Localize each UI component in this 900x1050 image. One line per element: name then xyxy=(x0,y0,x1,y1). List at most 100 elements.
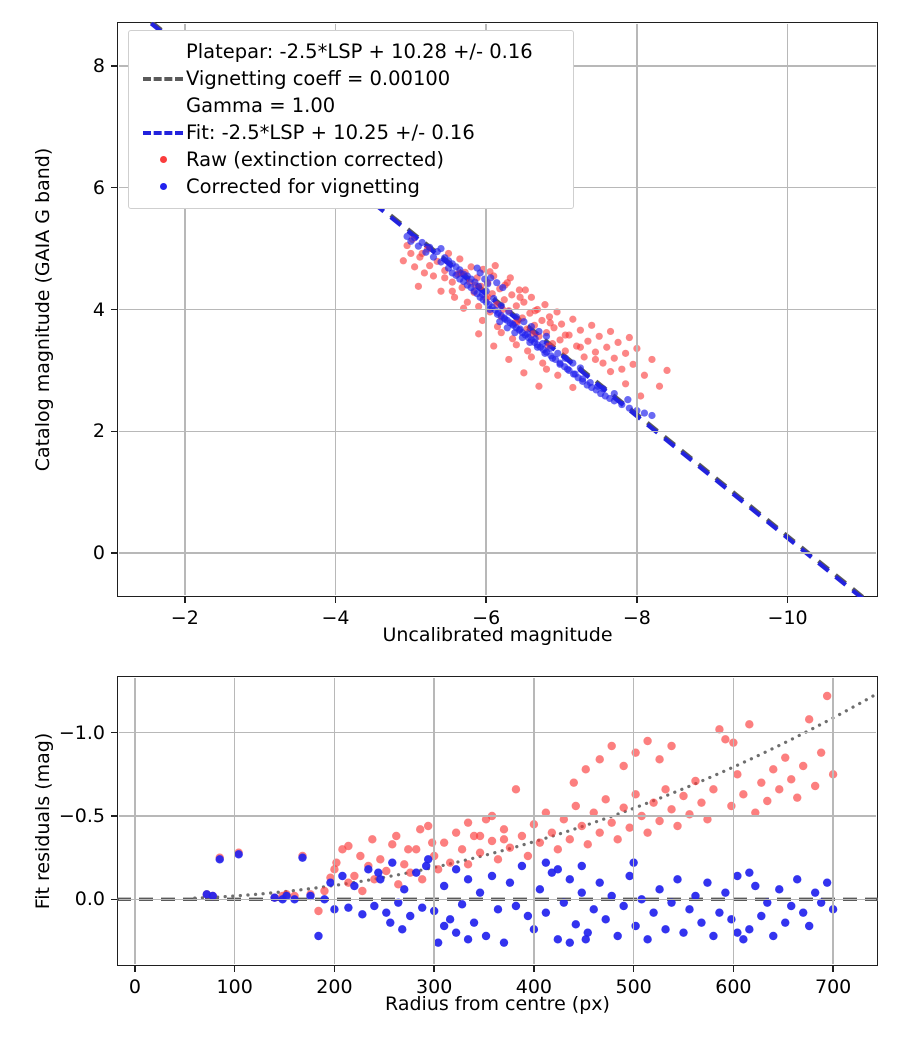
scatter-point xyxy=(475,848,485,857)
scatter-point xyxy=(576,326,584,334)
scatter-point xyxy=(473,264,481,272)
scatter-point xyxy=(763,898,772,907)
scatter-point xyxy=(643,736,652,746)
scatter-point xyxy=(781,918,790,927)
scatter-point xyxy=(739,935,748,944)
scatter-point xyxy=(459,270,468,278)
scatter-point xyxy=(386,918,395,927)
scatter-point xyxy=(518,333,526,342)
legend-item-raw: Raw (extinction corrected) xyxy=(140,146,562,173)
scatter-point xyxy=(569,315,577,323)
scatter-point xyxy=(503,324,511,332)
tick-x xyxy=(832,966,834,972)
scatter-point xyxy=(595,755,604,764)
scatter-point xyxy=(727,915,736,924)
tick-label-y: 0.0 xyxy=(74,888,105,911)
scatter-point xyxy=(376,875,385,884)
scatter-series-raw xyxy=(202,691,838,916)
scatter-point xyxy=(535,327,543,336)
scatter-point xyxy=(429,272,438,280)
scatter-point xyxy=(775,785,784,794)
gridline-horizontal xyxy=(118,898,877,901)
scatter-point xyxy=(451,928,461,937)
tick-label-x: 0 xyxy=(128,976,141,998)
scatter-point xyxy=(599,359,607,367)
scatter-point xyxy=(588,321,596,329)
scatter-point xyxy=(490,294,498,303)
scatter-point xyxy=(520,318,528,326)
scatter-point xyxy=(561,347,569,355)
scatter-point xyxy=(533,343,542,351)
scatter-point xyxy=(589,905,598,914)
scatter-point xyxy=(481,931,491,941)
scatter-point xyxy=(478,316,487,325)
tick-x xyxy=(632,966,635,972)
scatter-point xyxy=(691,891,700,901)
scatter-point xyxy=(565,835,575,844)
scatter-point xyxy=(527,353,536,361)
scatter-point xyxy=(553,865,563,874)
tick-label-y: 0 xyxy=(92,542,105,565)
scatter-point xyxy=(412,845,421,854)
scatter-point xyxy=(368,835,377,844)
scatter-point xyxy=(463,875,473,884)
scatter-point xyxy=(798,908,808,917)
scatter-point xyxy=(439,838,449,847)
scatter-point xyxy=(398,925,407,934)
scatter-point xyxy=(727,801,736,811)
scatter-point xyxy=(505,355,513,364)
scatter-point xyxy=(350,871,359,881)
tick-label-y: 8 xyxy=(92,54,105,77)
vignetting-model-curve xyxy=(193,694,875,900)
scatter-point xyxy=(451,828,461,837)
scatter-point xyxy=(661,785,670,794)
scatter-point xyxy=(392,831,401,841)
tick-x xyxy=(786,597,789,603)
tick-label-y: −1.0 xyxy=(58,721,105,744)
scatter-point xyxy=(610,397,618,405)
tick-x xyxy=(334,597,337,603)
tick-label-x: 300 xyxy=(416,976,453,998)
scatter-point xyxy=(745,720,754,729)
scatter-point xyxy=(559,815,569,824)
scatter-point xyxy=(417,875,427,884)
scatter-point xyxy=(467,275,475,283)
scatter-point xyxy=(542,365,551,373)
scatter-point xyxy=(500,296,508,304)
scatter-point xyxy=(679,791,688,801)
scatter-point xyxy=(591,348,600,356)
scatter-point xyxy=(491,262,499,270)
scatter-point xyxy=(520,298,528,306)
scatter-point xyxy=(524,347,532,355)
scatter-point xyxy=(655,382,664,390)
tick-label-x: −2 xyxy=(170,607,199,629)
scatter-point xyxy=(486,268,494,276)
scatter-point xyxy=(497,329,505,337)
scatter-point xyxy=(234,850,243,859)
scatter-point xyxy=(733,871,742,881)
scatter-point xyxy=(451,865,461,874)
scatter-point xyxy=(816,898,826,907)
scatter-point xyxy=(420,269,429,277)
scatter-point xyxy=(589,808,598,817)
scatter-point xyxy=(512,341,520,349)
scatter-point xyxy=(314,906,323,916)
tick-label-x: −10 xyxy=(767,607,808,629)
scatter-point xyxy=(581,935,590,944)
scatter-point xyxy=(358,910,367,919)
scatter-point xyxy=(625,404,633,412)
scatter-point xyxy=(527,322,536,331)
legend-item-fit: Fit: -2.5*LSP + 10.25 +/- 0.16 xyxy=(140,119,562,146)
legend-item-platepar: Platepar: -2.5*LSP + 10.28 +/- 0.16 xyxy=(140,38,562,65)
blue-dot-icon xyxy=(159,183,167,190)
scatter-point xyxy=(517,861,527,871)
scatter-point xyxy=(404,845,413,854)
scatter-point xyxy=(388,840,397,849)
scatter-point xyxy=(581,765,590,774)
tick-label-x: −6 xyxy=(472,607,501,629)
scatter-point xyxy=(350,881,359,891)
scatter-point xyxy=(619,803,628,812)
scatter-point xyxy=(595,332,603,340)
scatter-point xyxy=(804,921,814,931)
